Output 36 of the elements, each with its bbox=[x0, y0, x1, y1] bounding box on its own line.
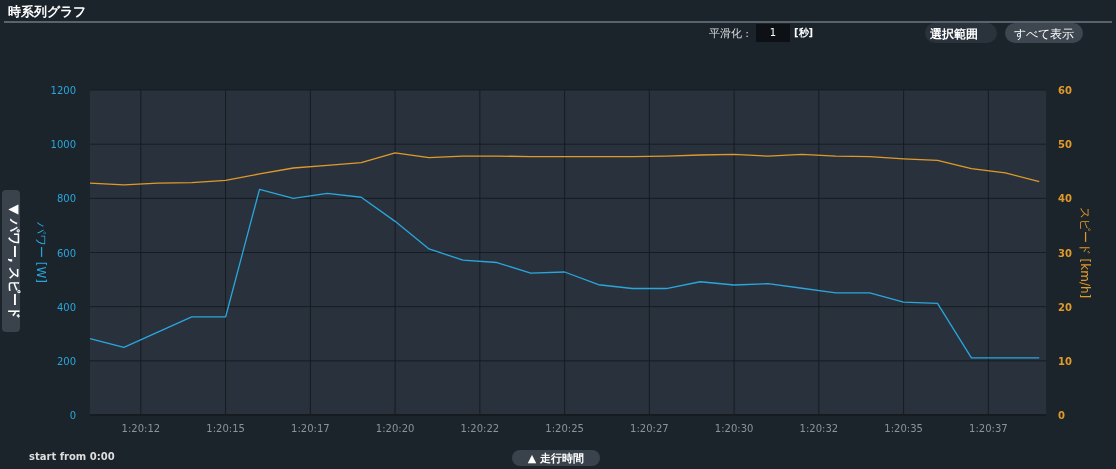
x-tick-label: 1:20:25 bbox=[545, 423, 584, 434]
y-tick-label: 600 bbox=[56, 247, 76, 259]
y2-tick-label: 20 bbox=[1058, 301, 1072, 313]
x-tick-label: 1:20:27 bbox=[630, 423, 669, 434]
y-tick-label: 1200 bbox=[50, 85, 76, 96]
x-tick-label: 1:20:37 bbox=[969, 423, 1008, 434]
y-tick-label: 200 bbox=[56, 355, 76, 367]
y-tick-label: 0 bbox=[69, 410, 76, 421]
x-tick-label: 1:20:17 bbox=[291, 423, 330, 434]
x-tick-label: 1:20:35 bbox=[884, 423, 923, 434]
text: すべて表示 bbox=[1014, 27, 1074, 41]
text: [秒] bbox=[794, 27, 814, 38]
y-tick-label: 800 bbox=[56, 193, 76, 205]
title: 時系列グラフ bbox=[8, 4, 86, 19]
x-tick-label: 1:20:22 bbox=[460, 423, 500, 434]
x-tick-label: 1:20:12 bbox=[121, 423, 161, 434]
text: 1 bbox=[769, 27, 777, 38]
text: 平滑化 : bbox=[708, 27, 749, 40]
y2-tick-label: 40 bbox=[1058, 193, 1072, 205]
y2-tick-label: 60 bbox=[1058, 85, 1072, 96]
y-tick-label: 400 bbox=[56, 301, 76, 313]
text: 選択範囲 bbox=[929, 27, 978, 41]
y2-tick-label: 50 bbox=[1058, 139, 1072, 151]
y2-axis-title: スピード [km/h] bbox=[1078, 206, 1092, 299]
y2-tick-label: 0 bbox=[1058, 410, 1065, 421]
y-tick-label: 1000 bbox=[50, 139, 76, 151]
text: ▼ パワー, スピード bbox=[7, 204, 22, 320]
x-tick-label: 1:20:20 bbox=[375, 423, 415, 434]
y-axis-title: パワー [W] bbox=[34, 220, 48, 284]
y2-tick-label: 30 bbox=[1058, 247, 1072, 259]
x-tick-label: 1:20:15 bbox=[206, 423, 245, 434]
text: start from 0:00 bbox=[29, 451, 115, 462]
x-tick-label: 1:20:32 bbox=[799, 423, 839, 434]
x-tick-label: 1:20:30 bbox=[714, 423, 754, 434]
x-axis-title: ▲ 走行時間 bbox=[527, 452, 585, 465]
y2-tick-label: 10 bbox=[1058, 355, 1072, 367]
